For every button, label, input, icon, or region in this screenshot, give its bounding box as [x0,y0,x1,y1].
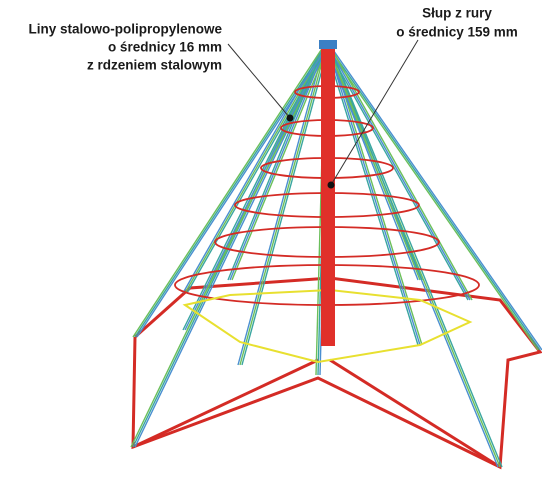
rope [130,43,326,448]
rope [186,43,330,294]
ring [182,288,473,364]
rope [182,43,326,331]
rope [326,43,541,351]
rope [134,43,328,338]
rope [239,43,328,366]
rope [231,43,330,281]
leader-line [330,39,419,186]
label-line: o średnicy 159 mm [396,25,518,40]
leader-line [227,43,291,119]
frame [329,358,501,469]
frame [132,358,319,449]
rope [324,43,419,281]
rope [184,43,328,331]
rope-net [130,43,542,470]
pole [321,46,335,346]
rope [132,43,328,448]
label-line: Słup z rury [422,6,492,21]
rope [328,43,473,301]
rope [326,43,421,281]
label-line: o średnicy 16 mm [108,40,222,55]
rope [132,43,326,338]
rope [136,43,330,338]
label-line: z rdzeniem stalowym [87,58,222,73]
rope [324,43,539,351]
label-line: Liny stalowo-polipropylenowe [28,22,222,37]
leader-dot [286,114,294,122]
rope [328,43,503,468]
rope [184,43,328,294]
rope [326,43,471,301]
rope [324,43,499,468]
rope [241,43,330,366]
rope [326,43,501,468]
rope [324,43,469,301]
pole-cap [319,40,337,49]
rope [328,43,542,351]
leader-dot [327,181,335,189]
